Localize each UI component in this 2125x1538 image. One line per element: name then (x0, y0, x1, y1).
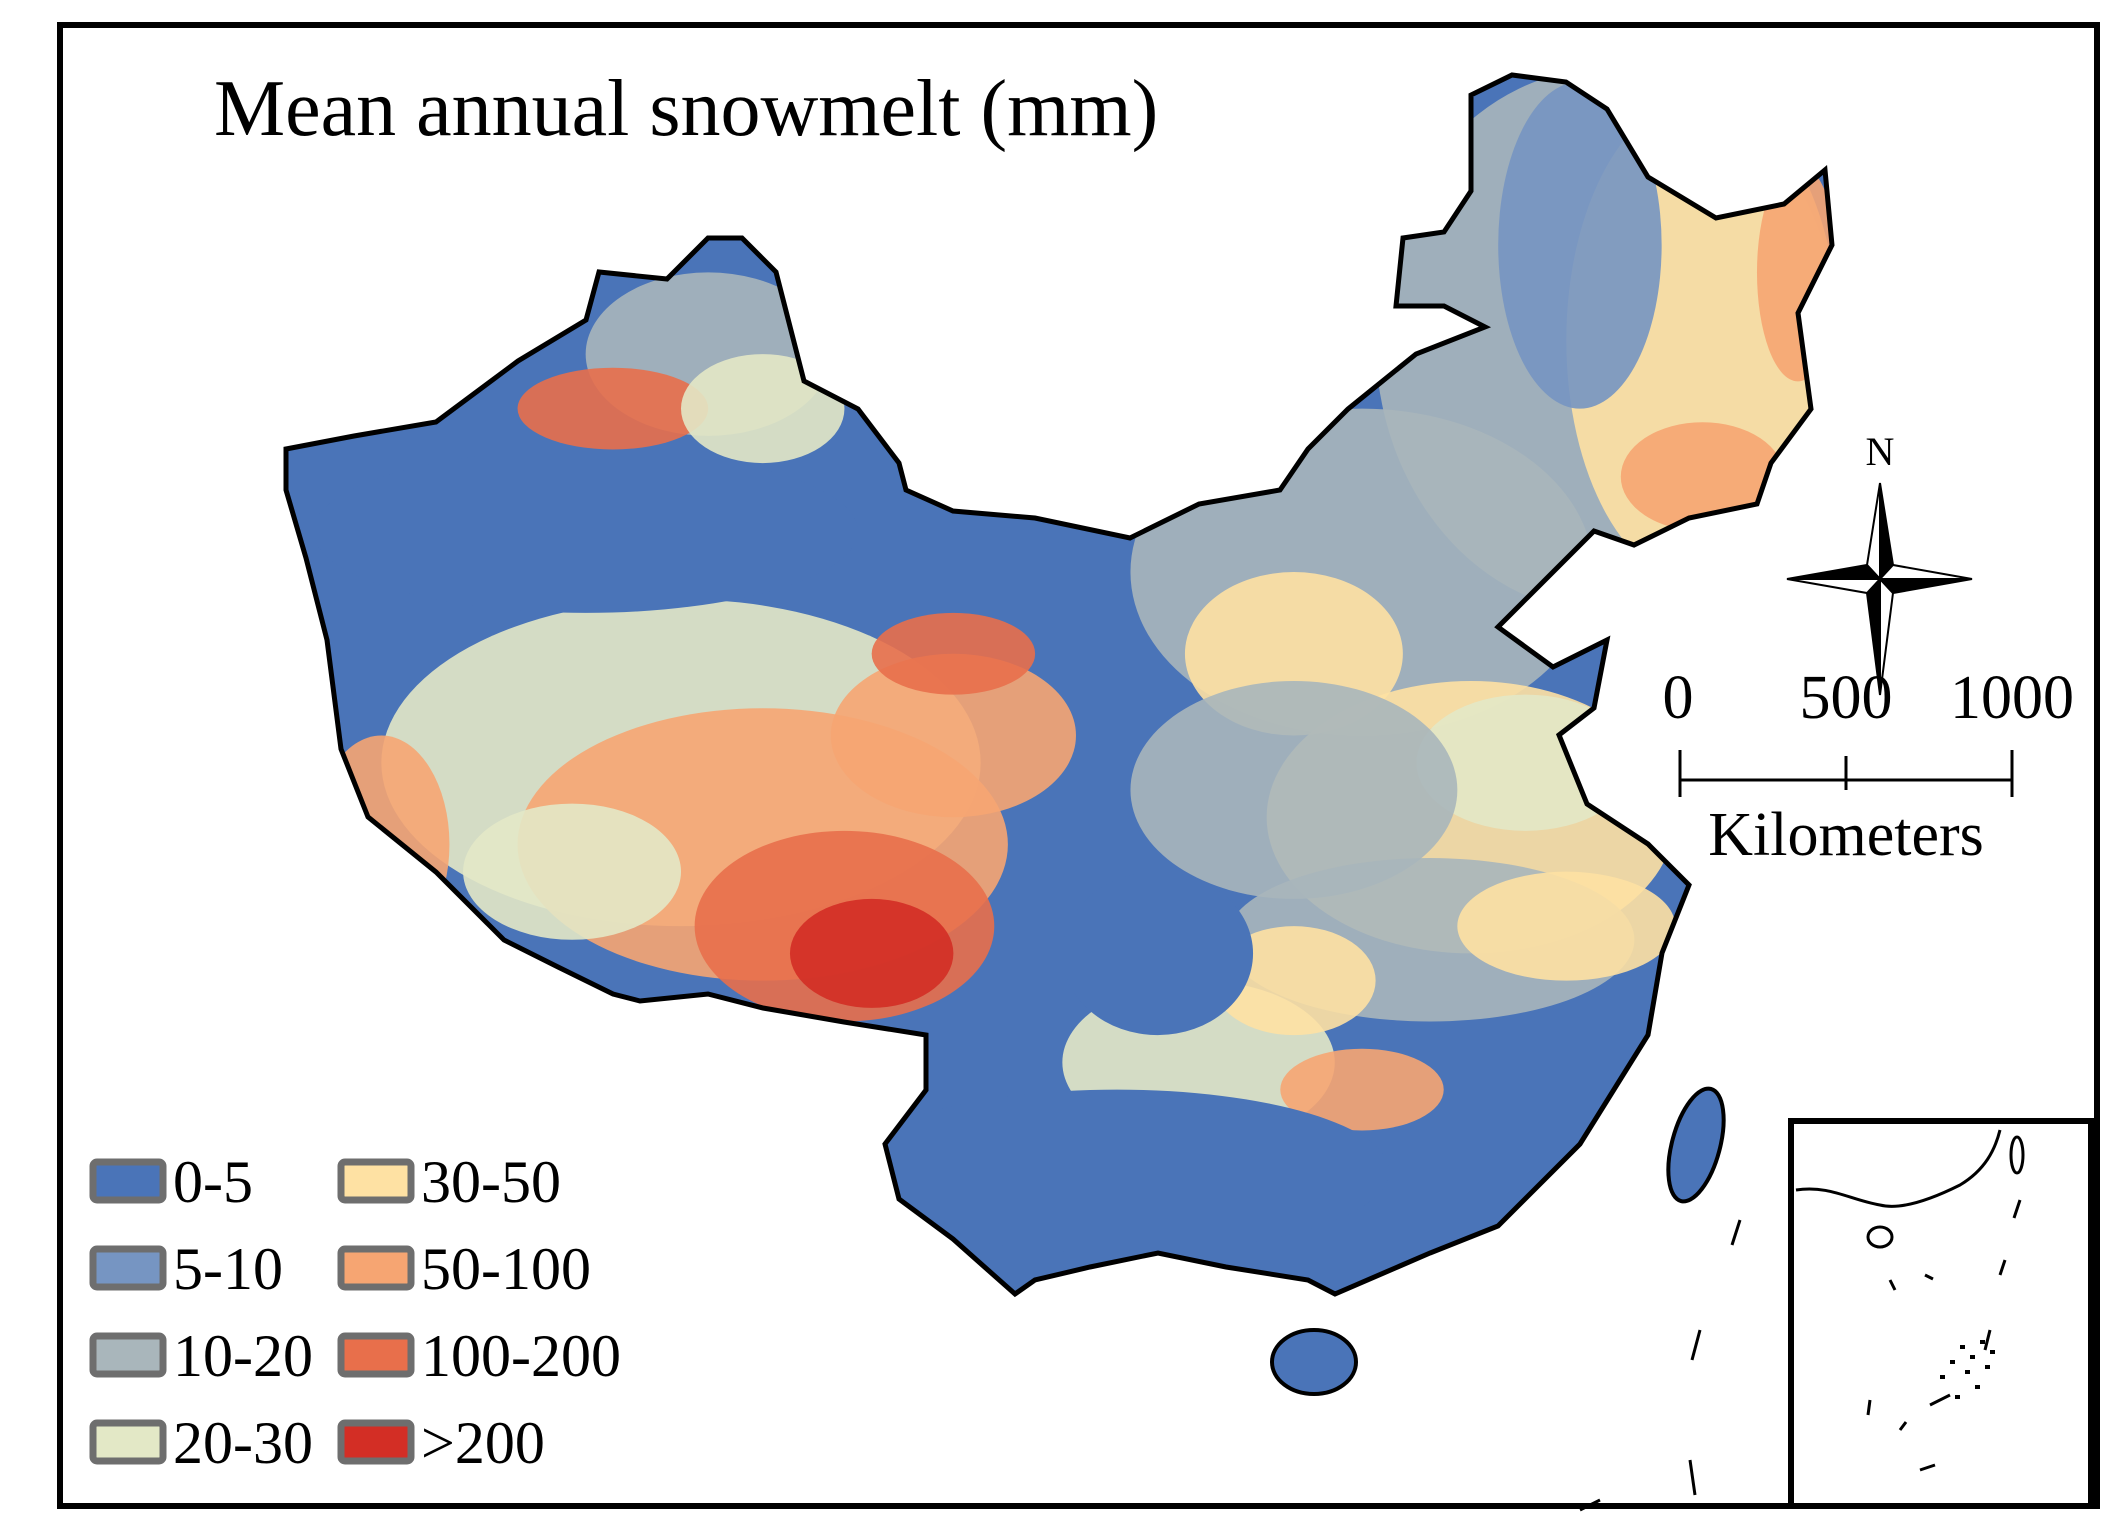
nine-dash-line (1579, 1219, 1742, 1512)
raster-region (463, 803, 681, 940)
north-arrow: N (1786, 429, 1973, 696)
legend-label: 5-10 (173, 1236, 283, 1302)
raster-region (1062, 871, 1254, 1036)
legend-item: 100-200 (337, 1323, 621, 1389)
hainan-island (1270, 1328, 1358, 1396)
legend: 0-5 5-10 10-20 20-30 30-50 50-100 100-200 >200 (89, 1149, 621, 1476)
south-china-sea-inset (1788, 1118, 2094, 1509)
island-dot (1975, 1385, 1980, 1389)
raster-region (1212, 926, 1376, 1036)
legend-label: 50-100 (421, 1236, 591, 1302)
legend-item: 0-5 (89, 1149, 253, 1215)
scale-bar: 0 500 1000 Kilometers (1663, 664, 2075, 869)
island-dot (1950, 1360, 1955, 1364)
legend-item: 5-10 (89, 1236, 283, 1302)
island-dot (1985, 1365, 1990, 1369)
raster-region (830, 653, 1076, 818)
legend-label: >200 (421, 1410, 545, 1476)
legend-label: 30-50 (421, 1149, 561, 1215)
scale-tick-500: 500 (1800, 664, 1893, 732)
map-title: Mean annual snowmelt (mm) (214, 65, 1158, 153)
legend-item: 20-30 (89, 1410, 313, 1476)
raster-region (313, 449, 859, 613)
legend-swatch (337, 1245, 415, 1291)
island-dot (1980, 1340, 1985, 1344)
legend-label: 100-200 (421, 1323, 621, 1389)
raster-region (789, 898, 954, 1008)
legend-label: 10-20 (173, 1323, 313, 1389)
legend-item: 50-100 (337, 1236, 591, 1302)
legend-item: >200 (337, 1410, 545, 1476)
legend-item: 10-20 (89, 1323, 313, 1389)
island-dot (1970, 1355, 1975, 1359)
raster-region (1498, 81, 1662, 409)
compass-rose-icon (1786, 482, 1973, 696)
raster-region (1620, 422, 1785, 532)
legend-label: 0-5 (173, 1149, 253, 1215)
taiwan-island (1666, 1086, 1726, 1204)
legend-swatch (89, 1245, 167, 1291)
scale-unit: Kilometers (1708, 801, 1984, 869)
raster-region (871, 612, 1036, 695)
raster-region (1280, 1048, 1444, 1131)
legend-item: 30-50 (337, 1149, 561, 1215)
legend-swatch (89, 1332, 167, 1378)
legend-swatch (337, 1332, 415, 1378)
legend-swatch (337, 1158, 415, 1204)
legend-swatch (337, 1419, 415, 1465)
china-boundary (283, 72, 1835, 1298)
island-dot (1955, 1395, 1960, 1399)
island-dot (1965, 1370, 1970, 1374)
scale-tick-0: 0 (1663, 664, 1694, 732)
legend-swatch (89, 1158, 167, 1204)
legend-label: 20-30 (173, 1410, 313, 1476)
island-dot (1940, 1375, 1945, 1379)
raster-region (844, 1089, 1390, 1254)
island-dot (1960, 1345, 1965, 1349)
scale-tick-1000: 1000 (1950, 664, 2074, 732)
raster-region (517, 367, 709, 450)
raster-region (1130, 681, 1458, 899)
raster-region (1457, 871, 1676, 981)
north-label: N (1866, 429, 1895, 474)
island-dot (1990, 1350, 1995, 1354)
legend-swatch (89, 1419, 167, 1465)
